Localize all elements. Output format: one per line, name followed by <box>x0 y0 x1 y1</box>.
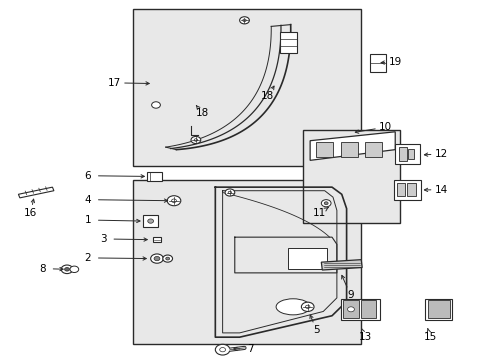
Circle shape <box>147 219 153 223</box>
Bar <box>407 149 413 159</box>
Circle shape <box>224 189 234 196</box>
Bar <box>287 248 326 269</box>
Circle shape <box>243 19 245 22</box>
Circle shape <box>347 307 354 312</box>
Bar <box>360 300 375 318</box>
Text: 6: 6 <box>84 171 91 181</box>
Bar <box>370 54 385 72</box>
Text: 16: 16 <box>24 208 37 218</box>
Text: 8: 8 <box>40 264 46 274</box>
Bar <box>142 215 158 227</box>
Text: 19: 19 <box>388 57 401 67</box>
Circle shape <box>239 17 249 24</box>
Text: 5: 5 <box>312 325 319 335</box>
Text: 11: 11 <box>313 208 326 218</box>
Circle shape <box>321 200 330 207</box>
Circle shape <box>169 197 179 204</box>
Text: 17: 17 <box>107 78 121 88</box>
Circle shape <box>191 136 201 144</box>
Text: 4: 4 <box>84 195 91 204</box>
Circle shape <box>228 191 231 194</box>
Text: 15: 15 <box>423 332 436 342</box>
Bar <box>365 143 381 157</box>
Circle shape <box>305 305 309 309</box>
Text: 18: 18 <box>195 108 208 118</box>
Polygon shape <box>309 132 394 160</box>
Bar <box>316 143 333 157</box>
Circle shape <box>165 257 169 260</box>
Bar <box>407 183 415 197</box>
Text: 3: 3 <box>100 234 106 244</box>
Polygon shape <box>321 260 362 270</box>
Bar <box>279 32 296 53</box>
Circle shape <box>150 254 163 263</box>
Bar <box>343 300 358 318</box>
Text: 1: 1 <box>84 215 91 225</box>
Text: 7: 7 <box>246 344 253 354</box>
Circle shape <box>70 266 79 273</box>
Bar <box>396 183 405 197</box>
Text: 2: 2 <box>84 253 91 263</box>
Bar <box>425 298 451 320</box>
Bar <box>427 300 449 318</box>
Circle shape <box>163 255 172 262</box>
Bar <box>302 130 399 223</box>
Circle shape <box>61 265 73 274</box>
Text: 18: 18 <box>261 91 274 101</box>
Text: 9: 9 <box>346 290 353 300</box>
Circle shape <box>194 139 197 141</box>
Text: 14: 14 <box>434 185 447 195</box>
Circle shape <box>154 256 160 261</box>
Bar <box>132 180 361 344</box>
Bar <box>340 143 357 157</box>
Circle shape <box>64 267 69 271</box>
Circle shape <box>167 196 181 206</box>
Bar <box>147 172 162 181</box>
Circle shape <box>324 202 327 204</box>
Circle shape <box>219 347 225 352</box>
Bar <box>393 180 420 200</box>
Bar <box>340 298 379 320</box>
Bar <box>394 144 419 164</box>
Bar <box>132 9 361 166</box>
Text: 10: 10 <box>378 122 391 132</box>
Circle shape <box>151 102 160 108</box>
Text: 13: 13 <box>358 332 371 342</box>
Circle shape <box>215 344 229 355</box>
Bar <box>152 237 161 242</box>
Text: 12: 12 <box>434 149 447 159</box>
Ellipse shape <box>276 299 309 315</box>
Bar <box>398 147 407 161</box>
Polygon shape <box>19 187 54 198</box>
Circle shape <box>171 199 176 202</box>
Circle shape <box>301 302 313 311</box>
